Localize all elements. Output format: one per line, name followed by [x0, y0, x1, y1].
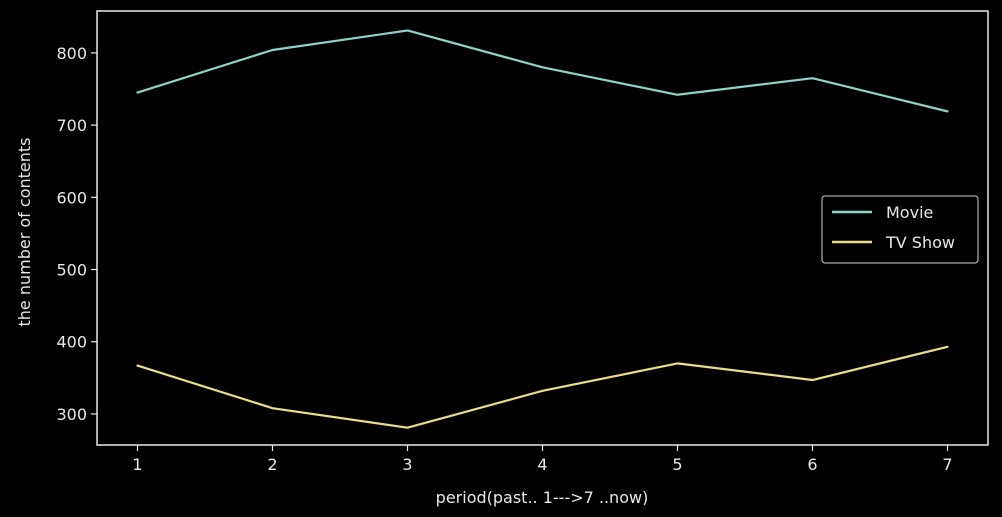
x-tick-label: 7 — [942, 455, 952, 474]
y-tick-label: 800 — [56, 44, 87, 63]
series-lines — [136, 29, 949, 429]
x-tick-label: 6 — [807, 455, 817, 474]
x-tick-label: 2 — [267, 455, 277, 474]
x-tick-label: 5 — [672, 455, 682, 474]
legend-label-tv-show: TV Show — [885, 233, 955, 252]
y-tick-label: 300 — [56, 405, 87, 424]
x-tick-label: 1 — [132, 455, 142, 474]
y-tick-label: 400 — [56, 333, 87, 352]
y-axis-title: the number of contents — [15, 138, 34, 327]
series-line-movie — [136, 29, 949, 113]
y-axis-ticks: 300 400 500 600 700 800 — [56, 44, 97, 424]
y-tick-label: 700 — [56, 116, 87, 135]
y-tick-label: 600 — [56, 188, 87, 207]
series-line-tv-show — [136, 345, 949, 429]
legend-label-movie: Movie — [886, 203, 933, 222]
x-axis-ticks: 1 2 3 4 5 6 7 — [132, 445, 953, 474]
x-tick-label: 3 — [402, 455, 412, 474]
legend: Movie TV Show — [821, 195, 979, 264]
x-axis-title: period(past.. 1--->7 ..now) — [436, 488, 649, 507]
y-tick-label: 500 — [56, 261, 87, 280]
x-tick-label: 4 — [537, 455, 547, 474]
